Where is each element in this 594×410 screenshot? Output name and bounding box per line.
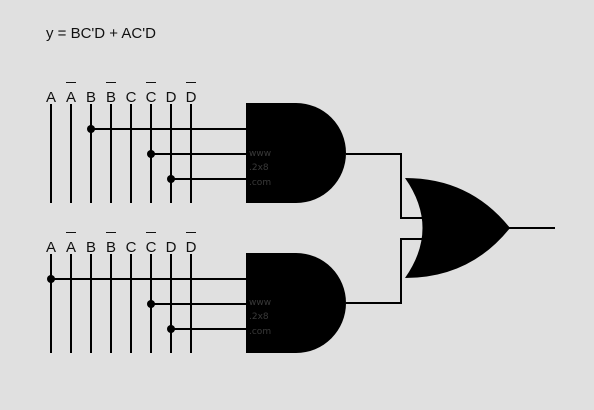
upper-watermark-line-1: www [249,149,271,159]
upper-gate-inputs [87,125,247,183]
upper-and-output-wire [346,153,428,219]
upper-gate-watermark: www .2x8 .com [249,149,271,188]
upper-watermark-line-2: .2x8 [249,163,269,173]
lower-junction-c-not [147,300,155,308]
lower-input-labels: A A B B C C D D [46,239,197,256]
upper-label-d-not: D [186,89,197,106]
lower-watermark-line-1: www [249,298,271,308]
upper-junction-b [87,125,95,133]
equation-text: y = BC'D + AC'D [46,25,156,42]
upper-junction-d [167,175,175,183]
lower-label-a: A [46,239,56,256]
or-gate [405,178,510,278]
lower-label-a-not: A [66,239,76,256]
upper-label-a: A [46,89,56,106]
upper-bus-lines [50,104,192,203]
lower-label-c: C [126,239,137,256]
lower-label-b-not: B [106,239,116,256]
lower-watermark-line-2: .2x8 [249,312,269,322]
lower-label-c-not: C [146,239,157,256]
lower-gate-watermark: www .2x8 .com [249,298,271,337]
lower-junction-d [167,325,175,333]
lower-gate-inputs [47,275,247,333]
upper-label-d: D [166,89,177,106]
upper-and-gate [246,103,346,203]
lower-and-output-wire [346,238,428,304]
upper-input-labels: A A B B C C D D [46,89,197,106]
upper-label-b-not: B [106,89,116,106]
upper-label-c: C [126,89,137,106]
lower-label-d-not: D [186,239,197,256]
lower-and-gate [246,253,346,353]
upper-junction-c-not [147,150,155,158]
upper-watermark-line-3: .com [249,178,271,188]
lower-watermark-line-3: .com [249,327,271,337]
upper-label-c-not: C [146,89,157,106]
upper-label-b: B [86,89,96,106]
lower-junction-a [47,275,55,283]
lower-label-b: B [86,239,96,256]
upper-label-a-not: A [66,89,76,106]
lower-label-d: D [166,239,177,256]
